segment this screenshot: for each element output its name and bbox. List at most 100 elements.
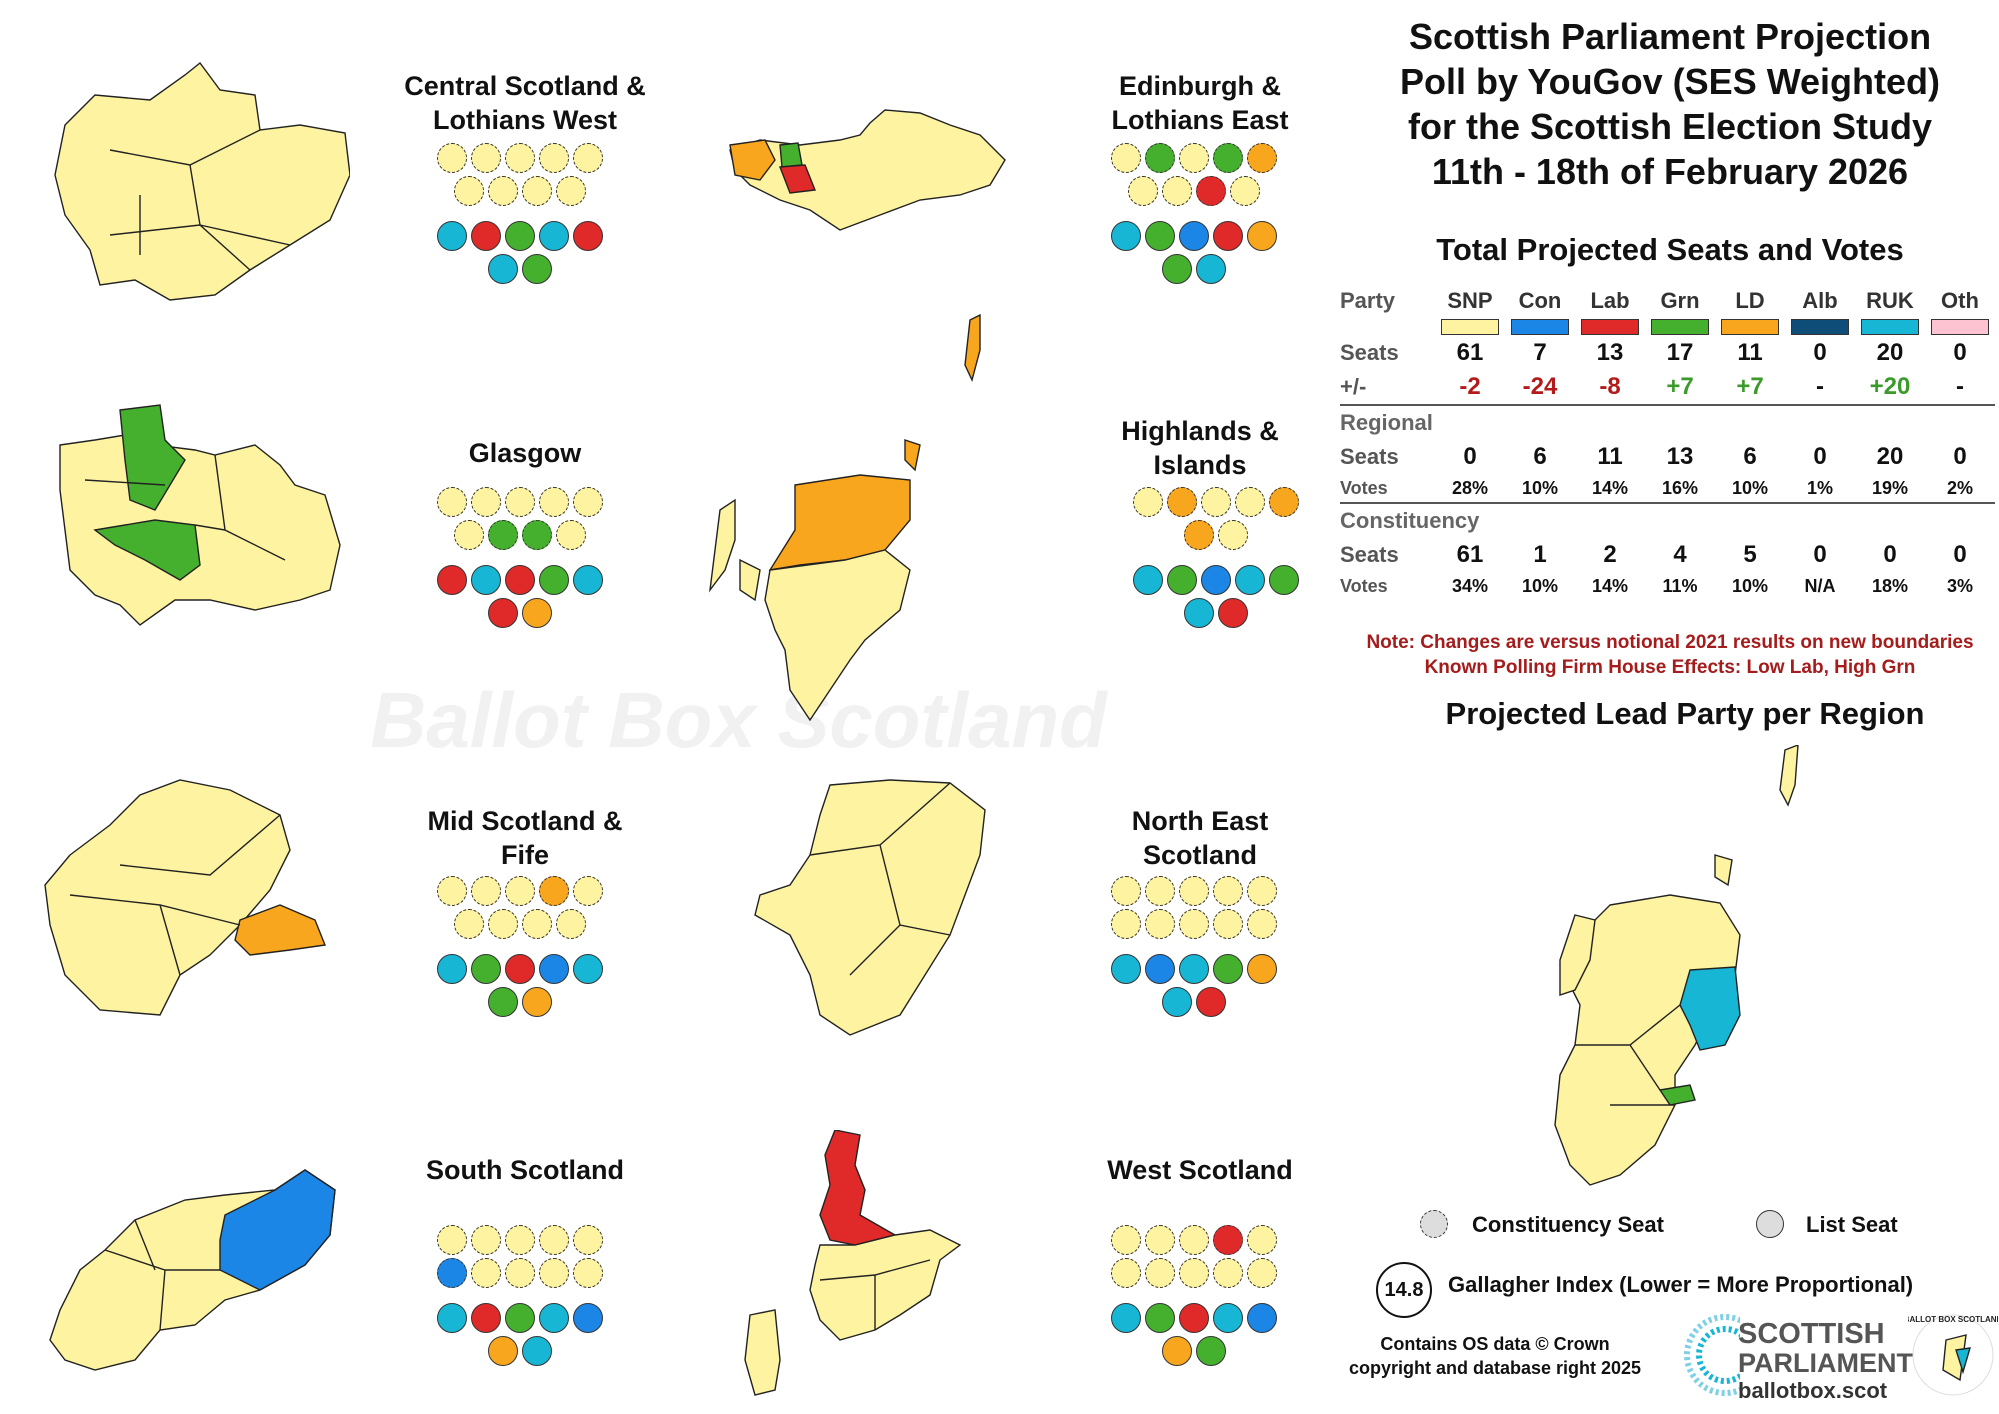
constituency-seat-snp: [454, 520, 484, 550]
list-seat-ld: [522, 987, 552, 1017]
constituency-seat-snp: [1145, 1258, 1175, 1288]
seat-row: [437, 1258, 603, 1288]
seat-row: [437, 487, 603, 517]
change-cell: -: [1925, 370, 1995, 406]
constituency-votes-cell: 34%: [1451, 575, 1489, 596]
seat-row: [437, 565, 603, 595]
total-seats-cell: 0: [1813, 339, 1827, 366]
constituency-seat-snp: [573, 1258, 603, 1288]
map-glasgow: [59, 404, 341, 626]
main-title: Scottish Parliament Projection Poll by Y…: [1340, 14, 1999, 194]
list-seat-ruk: [539, 1303, 569, 1333]
regional-seats-cell: 0: [1463, 443, 1477, 470]
constituency-seat-snp: [471, 487, 501, 517]
list-seat-grn: [505, 1303, 535, 1333]
list-seat-lab: [1213, 221, 1243, 251]
logo-url: ballotbox.scot: [1738, 1378, 1888, 1403]
list-seat-ruk: [437, 221, 467, 251]
regional-seats-cell: 13: [1666, 443, 1694, 470]
totals-table: Party SNP Con Lab Grn LD Alb RUK Oth Sea…: [1340, 284, 1995, 600]
party-swatch: [1721, 319, 1779, 335]
constituency-seat-grn: [1145, 143, 1175, 173]
constituency-seat-snp: [1213, 876, 1243, 906]
constituency-seat-snp: [522, 909, 552, 939]
constituency-seat-snp: [1162, 176, 1192, 206]
total-seats-cell: 20: [1876, 339, 1904, 366]
list-seat-ld: [488, 1336, 518, 1366]
change-cell: -24: [1505, 370, 1575, 406]
list-seat-con: [539, 954, 569, 984]
list-seat-con: [1145, 954, 1175, 984]
gallagher-index-label: Gallagher Index (Lower = More Proportion…: [1448, 1272, 1914, 1297]
seat-row: [1111, 221, 1277, 251]
party-swatch: [1511, 319, 1569, 335]
constituency-seat-grn: [488, 520, 518, 550]
map-area-ld: [234, 904, 326, 956]
constituency-seat-snp: [573, 876, 603, 906]
constituency-seat-snp: [471, 1258, 501, 1288]
party-swatch: [1651, 319, 1709, 335]
constituency-seat-snp: [471, 876, 501, 906]
map-south-scotland: [49, 1169, 336, 1371]
constituency-seat-snp: [1145, 876, 1175, 906]
list-seat-con: [1201, 565, 1231, 595]
constituency-seat-lab: [1213, 1225, 1243, 1255]
constituency-seat-snp: [437, 876, 467, 906]
constituency-seat-snp: [471, 1225, 501, 1255]
constituency-seat-snp: [539, 143, 569, 173]
constituency-seat-ld: [1269, 487, 1299, 517]
constituency-seat-snp: [556, 520, 586, 550]
change-cell: +7: [1715, 370, 1785, 406]
seat-row: [1111, 954, 1277, 984]
map-area-orkney: [1714, 854, 1733, 887]
map-area-shetland: [964, 313, 981, 383]
constituency-seat-snp: [1213, 1258, 1243, 1288]
map-area-islands: [739, 558, 761, 602]
list-seat-ruk: [471, 565, 501, 595]
constituency-seat-snp: [1247, 876, 1277, 906]
regional-votes-cell: 19%: [1855, 474, 1925, 504]
list-seat-con: [1179, 221, 1209, 251]
section-label: Constituency: [1340, 508, 1480, 533]
list-seat-ld: [522, 598, 552, 628]
constituency-seat-snp: [1235, 487, 1265, 517]
party-name: LD: [1735, 288, 1765, 313]
map-area-ruk: [1679, 966, 1741, 1051]
map-area-orkney: [904, 439, 921, 472]
constituency-seat-snp: [505, 1225, 535, 1255]
list-seat-ruk: [1235, 565, 1265, 595]
list-seat-grn: [522, 254, 552, 284]
row-label: Votes: [1340, 575, 1388, 596]
constituency-seat-snp: [1145, 909, 1175, 939]
list-seat-ruk: [1179, 954, 1209, 984]
seat-grid: [1133, 487, 1299, 631]
constituency-seat-grn: [522, 520, 552, 550]
constituency-seat-snp: [488, 909, 518, 939]
parliament-dots-logo: [1684, 1314, 1740, 1396]
list-seat-ruk: [488, 254, 518, 284]
list-seat-grn: [1162, 254, 1192, 284]
region-title: Central Scotland & Lothians West: [404, 71, 646, 135]
constituency-seat-lab: [1196, 176, 1226, 206]
note-line: Known Polling Firm House Effects: Low La…: [1424, 657, 1916, 678]
constituency-seat-snp: [1179, 876, 1209, 906]
map-area-lab: [779, 164, 816, 194]
constituency-seats-cell: 5: [1743, 541, 1757, 568]
constituency-seat-snp: [454, 176, 484, 206]
list-seat-lab: [505, 954, 535, 984]
list-seat-ld: [1247, 221, 1277, 251]
logo-line: PARLIAMENT: [1738, 1348, 1913, 1378]
region-title: Glasgow: [468, 438, 582, 468]
constituency-seat-snp: [437, 143, 467, 173]
constituency-seat-snp: [437, 487, 467, 517]
constituency-seat-ld: [1247, 143, 1277, 173]
change-cell: +7: [1645, 370, 1715, 406]
constituency-seat-snp: [1133, 487, 1163, 517]
regional-votes-cell: 16%: [1645, 474, 1715, 504]
constituency-seat-snp: [1247, 909, 1277, 939]
seat-row: [1111, 1303, 1277, 1333]
os-line: copyright and database right 2025: [1348, 1358, 1642, 1378]
map-area: [729, 109, 1006, 231]
constituency-seat-snp: [505, 143, 535, 173]
constituency-seat-snp: [505, 1258, 535, 1288]
